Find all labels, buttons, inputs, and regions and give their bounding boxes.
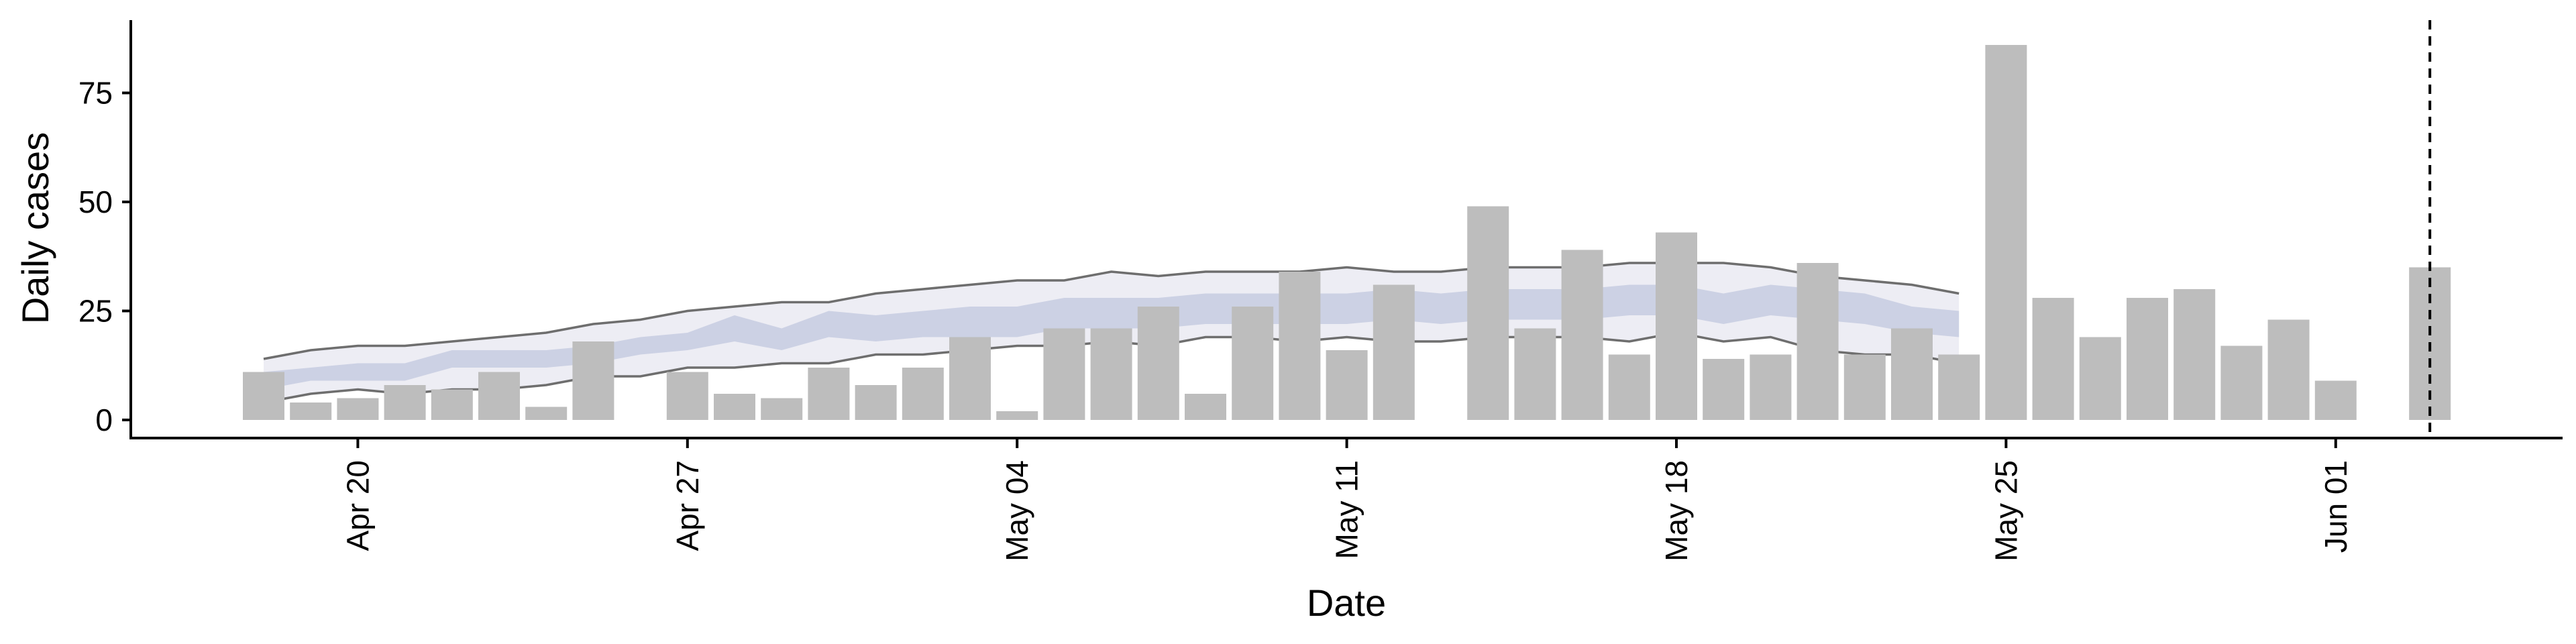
bar (1467, 206, 1509, 420)
bar (1891, 328, 1933, 420)
bar (1514, 328, 1556, 420)
y-tick-label: 0 (95, 402, 113, 437)
bar (525, 407, 568, 420)
x-tick-label: Apr 27 (670, 460, 705, 551)
bar (1185, 394, 1226, 420)
bar (1608, 354, 1650, 420)
x-tick-label: May 04 (1000, 460, 1034, 561)
bar (1656, 232, 1697, 420)
bar (431, 389, 473, 420)
bar (1796, 263, 1839, 420)
bar (666, 372, 708, 420)
bar (808, 368, 850, 420)
bar (996, 411, 1038, 420)
bar (714, 394, 755, 420)
bar (761, 398, 803, 420)
bar (2174, 289, 2216, 420)
x-tick-label: Jun 01 (2318, 460, 2353, 553)
bar (1750, 354, 1792, 420)
x-axis-title: Date (1307, 582, 1386, 624)
bar (902, 368, 944, 420)
bar (1985, 45, 2027, 420)
bar (243, 372, 284, 420)
bar (290, 402, 332, 420)
bar (2127, 298, 2168, 420)
bar (1373, 284, 1415, 420)
bar (1090, 328, 1132, 420)
bar (1326, 350, 1368, 420)
bar (572, 341, 614, 420)
y-axis-title: Daily cases (14, 132, 56, 324)
bar (855, 385, 897, 420)
bar (2079, 337, 2121, 420)
bar (1232, 307, 1274, 420)
bar (1561, 250, 1603, 420)
bar (1279, 272, 1321, 420)
x-tick-label: May 25 (1988, 460, 2023, 561)
bar (949, 337, 991, 420)
bar (1137, 307, 1179, 420)
bar (1703, 359, 1745, 420)
y-tick-label: 75 (78, 76, 113, 111)
bar (2032, 298, 2074, 420)
x-tick-label: May 11 (1330, 460, 1364, 559)
x-tick-label: Apr 20 (340, 460, 375, 551)
bar (1843, 354, 1886, 420)
bar (2314, 380, 2357, 420)
y-ticks: 0 25 50 75 (78, 76, 131, 437)
x-tick-label: May 18 (1659, 460, 1694, 561)
bar (478, 372, 520, 420)
bar (2267, 319, 2310, 420)
bar (2220, 345, 2263, 420)
bar-series (243, 45, 2451, 420)
x-ticks: Apr 20 Apr 27 May 04 May 11 May 18 May 25 Jun … (340, 438, 2353, 561)
bar (1043, 328, 1085, 420)
band-50 (264, 284, 1960, 390)
bar (384, 385, 426, 420)
y-tick-label: 50 (78, 184, 113, 219)
bar (337, 398, 379, 420)
y-tick-label: 25 (78, 294, 113, 329)
bar (1938, 354, 1980, 420)
